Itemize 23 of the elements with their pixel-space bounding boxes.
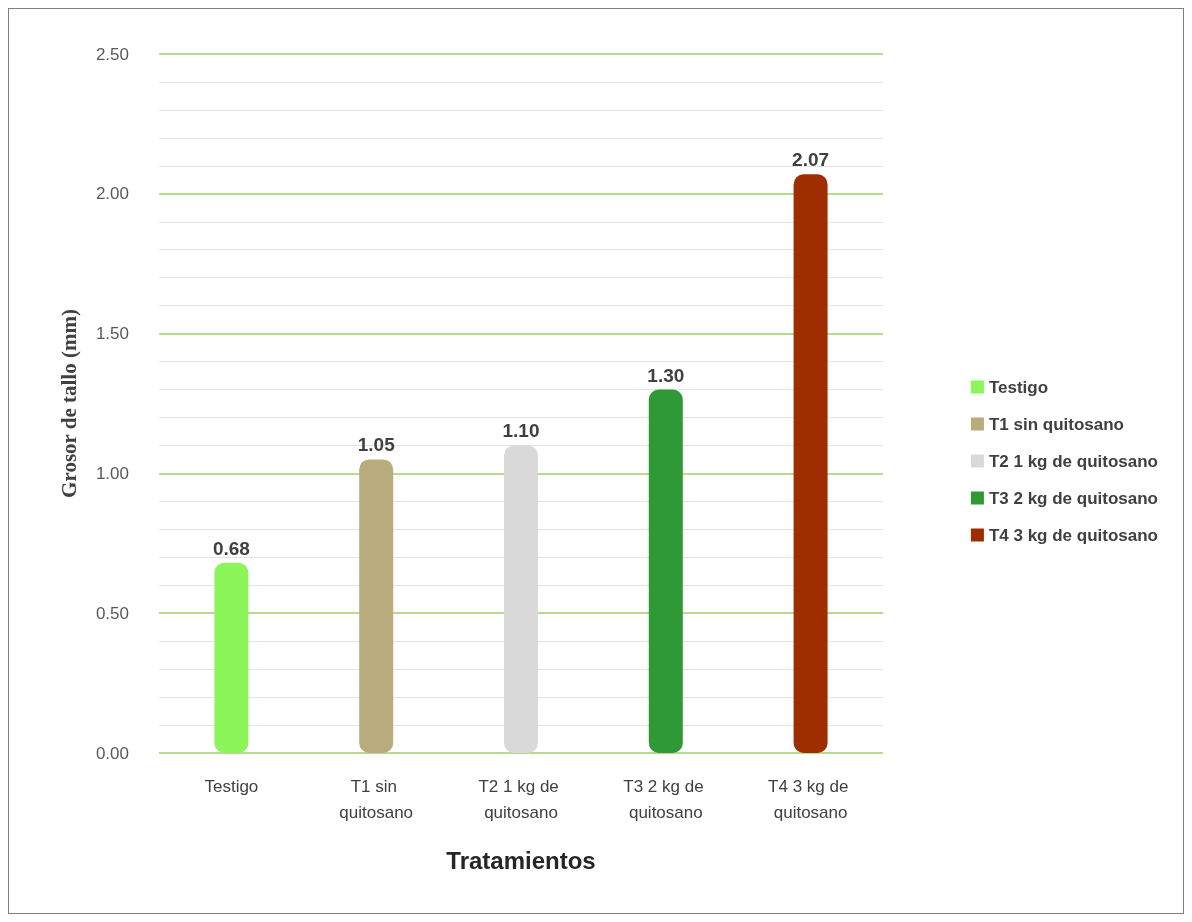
legend-label: Testigo bbox=[988, 377, 1049, 397]
legend-label: T1 sin quitosano bbox=[988, 414, 1124, 434]
y-tick-label: 2.00 bbox=[95, 184, 129, 204]
data-label: 2.07 bbox=[792, 149, 830, 171]
legend-label: T3 2 kg de quitosano bbox=[988, 488, 1159, 508]
data-label: 1.05 bbox=[357, 434, 396, 456]
x-tick-label: Testigo bbox=[204, 776, 259, 796]
data-label: 0.68 bbox=[212, 537, 250, 559]
x-tick-label: T3 2 kg de quitosano bbox=[623, 776, 709, 822]
y-tick-label: 2.50 bbox=[95, 44, 129, 64]
y-tick-label: 0.50 bbox=[95, 603, 129, 623]
legend-label: T2 1 kg de quitosano bbox=[988, 451, 1159, 471]
y-axis-title: Grosor de tallo (mm) bbox=[56, 309, 81, 498]
legend-label: T4 3 kg de quitosano bbox=[988, 525, 1159, 545]
x-axis-title: Tratamientos bbox=[446, 846, 596, 874]
y-tick-label: 0.00 bbox=[95, 743, 129, 763]
y-tick-label: 1.50 bbox=[95, 324, 129, 344]
x-tick-label: T2 1 kg de quitosano bbox=[478, 776, 564, 822]
data-label: 1.10 bbox=[502, 420, 540, 442]
x-tick-label: T4 3 kg de quitosano bbox=[768, 776, 854, 822]
data-label: 1.30 bbox=[647, 364, 685, 386]
x-tick-label: T1 sin quitosano bbox=[339, 776, 414, 822]
y-tick-label: 1.00 bbox=[95, 463, 129, 483]
